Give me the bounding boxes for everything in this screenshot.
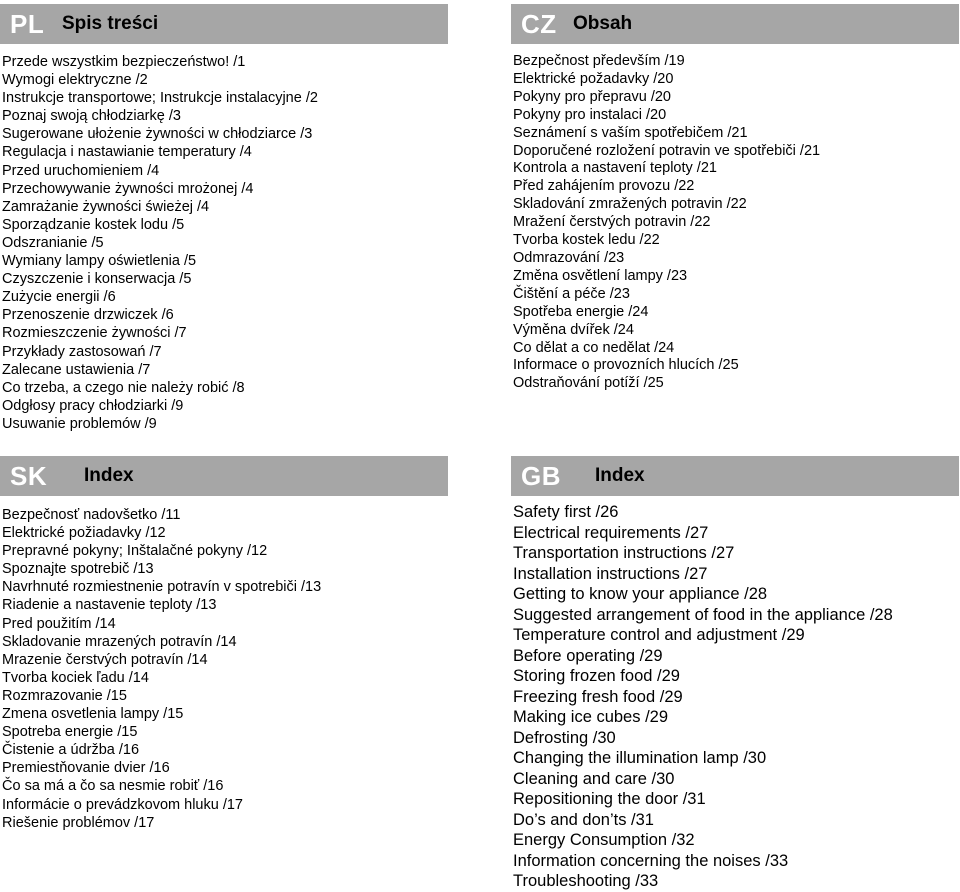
toc-entry: Mražení čerstvých potravin /22	[513, 214, 711, 231]
toc-entry: Bezpečnosť nadovšetko /11	[2, 507, 181, 523]
toc-entry: Storing frozen food /29	[513, 667, 680, 685]
toc-entry: Before operating /29	[513, 646, 663, 665]
toc-entry: Skladovanie mrazených potravín /14	[2, 633, 237, 650]
toc-entry: Temperature control and adjustment /29	[513, 626, 805, 644]
toc-entry: Před zahájením provozu /22	[513, 178, 695, 195]
toc-entry: Odgłosy pracy chłodziarki /9	[2, 397, 184, 414]
toc-entry: Co trzeba, a czego nie należy robić /8	[2, 379, 245, 396]
toc-entry: Odszranianie /5	[2, 234, 104, 251]
toc-entry: Premiestňovanie dvier /16	[2, 760, 170, 777]
language-code-cz: CZ	[521, 8, 557, 39]
toc-entry: Pred použitím /14	[2, 615, 116, 632]
toc-entry: Odstraňování potíží /25	[513, 375, 664, 392]
section-title-pl: Spis treści	[62, 13, 159, 34]
toc-entry: Zalecane ustawienia /7	[2, 361, 151, 378]
toc-section-cz: CZ Obsah Bezpečnost především /19 Elektri…	[511, 4, 959, 393]
language-code-pl: PL	[10, 8, 45, 39]
toc-entry: Information concerning the noises /33	[513, 851, 789, 870]
toc-entry: Elektrické požadavky /20	[513, 70, 674, 87]
toc-entry: Making ice cubes /29	[513, 708, 669, 726]
section-header-pl: PL Spis treści	[0, 4, 448, 44]
toc-section-sk: SK Index Bezpečnosť nadovšetko /11 Elektr…	[0, 456, 448, 832]
toc-entry: Pokyny pro instalaci /20	[513, 106, 667, 123]
toc-entry: Regulacja i nastawianie temperatury /4	[2, 144, 252, 161]
toc-entry: Tvorba kostek ledu /22	[513, 232, 660, 249]
toc-entry: Zmena osvetlenia lampy /15	[2, 706, 184, 723]
toc-entry: Riadenie a nastavenie teploty /13	[2, 597, 217, 614]
toc-entry: Informácie o prevádzkovom hluku /17	[2, 796, 243, 813]
toc-entry: Tvorba kociek ľadu /14	[2, 669, 149, 686]
toc-entry: Výměna dvířek /24	[513, 321, 634, 338]
toc-entry: Kontrola a nastavení teploty /21	[513, 160, 717, 177]
toc-entry: Spotreba energie /15	[2, 724, 138, 741]
toc-entry: Defrosting /30	[513, 728, 616, 747]
section-header-cz: CZ Obsah	[511, 4, 959, 44]
toc-entry: Safety first /26	[513, 503, 619, 521]
toc-entry: Spotřeba energie /24	[513, 303, 649, 320]
toc-entry: Informace o provozních hlucích /25	[513, 357, 739, 374]
toc-entry: Riešenie problémov /17	[2, 814, 155, 831]
toc-entry: Przechowywanie żywności mrożonej /4	[2, 180, 254, 197]
toc-entry: Changing the illumination lamp /30	[513, 749, 767, 767]
toc-entry: Do’s and don’ts /31	[513, 810, 654, 829]
toc-entry: Freezing fresh food /29	[513, 687, 683, 706]
toc-list-gb: Safety first /26 Electrical requirements …	[511, 502, 959, 892]
toc-entry: Navrhnuté rozmiestnenie potravín v spotr…	[2, 579, 322, 596]
section-title-gb: Index	[595, 465, 645, 486]
toc-entry: Poznaj swoją chłodziarkę /3	[2, 108, 181, 125]
toc-entry: Wymiany lampy oświetlenia /5	[2, 253, 197, 270]
toc-entry: Čo sa má a čo sa nesmie robiť /16	[2, 778, 224, 795]
toc-entry: Seznámení s vaším spotřebičem /21	[513, 124, 748, 141]
toc-entry: Wymogi elektryczne /2	[2, 72, 148, 89]
toc-entry: Przenoszenie drzwiczek /6	[2, 307, 174, 324]
toc-entry: Rozmieszczenie żywności /7	[2, 325, 187, 342]
toc-entry: Pokyny pro přepravu /20	[513, 88, 671, 105]
toc-entry: Przykłady zastosowań /7	[2, 343, 162, 360]
section-title-cz: Obsah	[573, 13, 633, 34]
toc-entry: Zamrażanie żywności świeżej /4	[2, 198, 210, 215]
section-title-sk: Index	[84, 465, 134, 486]
toc-entry: Suggested arrangement of food in the app…	[513, 605, 893, 624]
toc-entry: Čistenie a údržba /16	[2, 742, 140, 759]
toc-entry: Rozmrazovanie /15	[2, 687, 127, 704]
toc-entry: Sugerowane ułożenie żywności w chłodziar…	[2, 126, 313, 143]
toc-section-gb: GB Index Safety first /26 Electrical requ…	[511, 456, 959, 892]
toc-entry: Doporučené rozložení potravin ve spotřeb…	[513, 142, 821, 159]
toc-entry: Electrical requirements /27	[513, 523, 709, 542]
toc-entry: Troubleshooting /33	[513, 872, 659, 890]
toc-entry: Elektrické požiadavky /12	[2, 525, 166, 542]
toc-entry: Spoznajte spotrebič /13	[2, 561, 154, 578]
toc-entry: Energy Consumption /32	[513, 831, 695, 849]
toc-entry: Przede wszystkim bezpieczeństwo! /1	[2, 54, 246, 70]
section-header-gb: GB Index	[511, 456, 959, 496]
toc-entry: Sporządzanie kostek lodu /5	[2, 216, 185, 233]
toc-entry: Transportation instructions /27	[513, 544, 735, 562]
toc-section-pl: PL Spis treści Przede wszystkim bezpiecz…	[0, 4, 448, 433]
toc-entry: Čištění a péče /23	[513, 285, 630, 302]
toc-entry: Przed uruchomieniem /4	[2, 162, 160, 179]
language-code-sk: SK	[10, 460, 48, 491]
toc-entry: Mrazenie čerstvých potravín /14	[2, 651, 208, 668]
toc-entry: Getting to know your appliance /28	[513, 585, 768, 603]
toc-entry: Zużycie energii /6	[2, 289, 116, 306]
toc-entry: Změna osvětlení lampy /23	[513, 267, 688, 284]
language-code-gb: GB	[521, 460, 561, 491]
toc-entry: Repositioning the door /31	[513, 790, 706, 808]
toc-list-cz: Bezpečnost především /19 Elektrické požad…	[511, 53, 959, 393]
toc-entry: Installation instructions /27	[513, 564, 708, 583]
toc-entry: Czyszczenie i konserwacja /5	[2, 271, 192, 288]
toc-entry: Odmrazování /23	[513, 249, 625, 266]
toc-entry: Prepravné pokyny; Inštalačné pokyny /12	[2, 543, 268, 560]
toc-entry: Instrukcje transportowe; Instrukcje inst…	[2, 90, 318, 107]
section-header-sk: SK Index	[0, 456, 448, 496]
toc-entry: Bezpečnost především /19	[513, 53, 685, 69]
toc-list-pl: Przede wszystkim bezpieczeństwo! /1 Wymog…	[0, 53, 448, 433]
toc-list-sk: Bezpečnosť nadovšetko /11 Elektrické poži…	[0, 506, 448, 832]
toc-entry: Cleaning and care /30	[513, 769, 675, 788]
toc-entry: Usuwanie problemów /9	[2, 415, 157, 432]
toc-entry: Co dělat a co nedělat /24	[513, 339, 675, 356]
toc-entry: Skladování zmražených potravin /22	[513, 196, 747, 213]
